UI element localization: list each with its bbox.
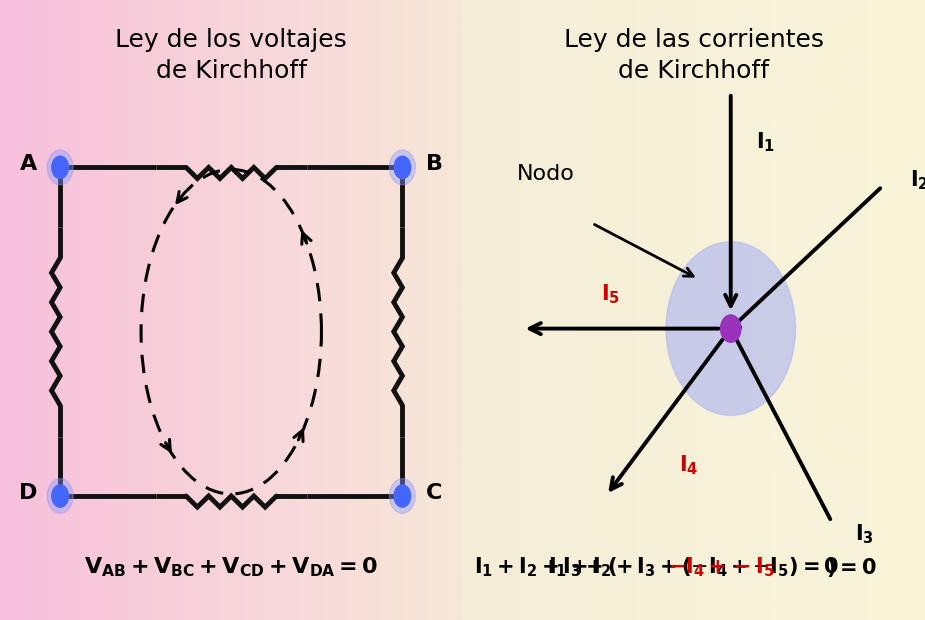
Text: $\mathbf{I_5}$: $\mathbf{I_5}$ [601, 283, 620, 306]
Circle shape [47, 479, 73, 513]
Text: B: B [426, 154, 442, 174]
Text: $\mathbf{I_1}$: $\mathbf{I_1}$ [757, 131, 775, 154]
Text: C: C [426, 483, 442, 503]
Circle shape [47, 150, 73, 185]
Text: Nodo: Nodo [517, 164, 574, 184]
Text: $\mathbf{I_4}$: $\mathbf{I_4}$ [679, 453, 699, 477]
Text: Ley de las corrientes
de Kirchhoff: Ley de las corrientes de Kirchhoff [563, 28, 824, 84]
Circle shape [52, 156, 68, 179]
Text: $\mathbf{V_{AB}+V_{BC}+V_{CD}+V_{DA}=0}$: $\mathbf{V_{AB}+V_{BC}+V_{CD}+V_{DA}=0}$ [84, 556, 378, 579]
Text: $\mathbf{I_3}$: $\mathbf{I_3}$ [855, 522, 873, 546]
Circle shape [52, 485, 68, 507]
Text: $\mathbf{I_2}$: $\mathbf{I_2}$ [910, 169, 925, 192]
Text: Ley de los voltajes
de Kirchhoff: Ley de los voltajes de Kirchhoff [116, 28, 347, 84]
Circle shape [721, 315, 741, 342]
Circle shape [666, 242, 796, 415]
Circle shape [389, 150, 415, 185]
Text: $\mathbf{-I_4+-I_5}$: $\mathbf{-I_4+-I_5}$ [668, 556, 775, 579]
Circle shape [394, 485, 411, 507]
Text: $\mathbf{)=0}$: $\mathbf{)=0}$ [826, 556, 876, 579]
Text: $\mathbf{I_1+I_2+I_3+(\mathit{-}I_4+\mathit{-}I_5)=0}$: $\mathbf{I_1+I_2+I_3+(\mathit{-}I_4+\mat… [548, 556, 840, 579]
Circle shape [394, 156, 411, 179]
Circle shape [389, 479, 415, 513]
Text: A: A [19, 154, 37, 174]
Text: D: D [18, 483, 37, 503]
Text: $\mathbf{I_1+I_2+I_3+(}$: $\mathbf{I_1+I_2+I_3+(}$ [475, 556, 617, 579]
